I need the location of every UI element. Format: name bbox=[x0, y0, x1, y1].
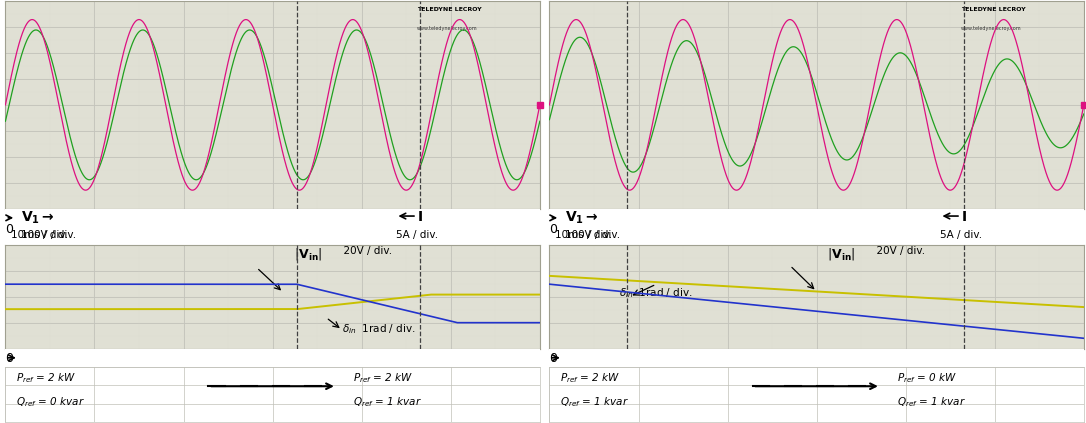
Text: 10ms / div.: 10ms / div. bbox=[11, 231, 68, 241]
Text: $Q_{ref}$ = 1 kvar: $Q_{ref}$ = 1 kvar bbox=[560, 396, 629, 409]
Text: 100V / div.: 100V / div. bbox=[566, 231, 620, 240]
Text: 0: 0 bbox=[5, 223, 13, 236]
Text: $|\mathbf{V_{in}}|$: $|\mathbf{V_{in}}|$ bbox=[828, 246, 856, 262]
Text: $Q_{ref}$ = 0 kvar: $Q_{ref}$ = 0 kvar bbox=[16, 396, 85, 409]
Text: 100V / div.: 100V / div. bbox=[22, 231, 77, 240]
Text: $\delta_{in}$  1rad / div.: $\delta_{in}$ 1rad / div. bbox=[619, 286, 693, 300]
Text: 10ms / div.: 10ms / div. bbox=[555, 231, 611, 241]
Text: $Q_{ref}$ = 1 kvar: $Q_{ref}$ = 1 kvar bbox=[353, 396, 421, 409]
Text: $Q_{ref}$ = 1 kvar: $Q_{ref}$ = 1 kvar bbox=[897, 396, 965, 409]
Text: $P_{ref}$ = 0 kW: $P_{ref}$ = 0 kW bbox=[897, 371, 957, 385]
Text: 5A / div.: 5A / div. bbox=[939, 231, 982, 240]
Text: 20V / div.: 20V / div. bbox=[870, 246, 925, 255]
Text: TELEDYNE LECROY: TELEDYNE LECROY bbox=[961, 7, 1025, 12]
Text: 0: 0 bbox=[550, 352, 557, 365]
Text: $\mathbf{I}$: $\mathbf{I}$ bbox=[417, 210, 422, 224]
Text: www.teledynelecroy.com: www.teledynelecroy.com bbox=[961, 26, 1022, 31]
Text: 0: 0 bbox=[5, 352, 13, 365]
Text: $\delta_{in}$  1rad / div.: $\delta_{in}$ 1rad / div. bbox=[342, 323, 416, 336]
Text: $P_{ref}$ = 2 kW: $P_{ref}$ = 2 kW bbox=[353, 371, 413, 385]
Text: $P_{ref}$ = 2 kW: $P_{ref}$ = 2 kW bbox=[16, 371, 76, 385]
Text: $\mathbf{I}$: $\mathbf{I}$ bbox=[961, 210, 967, 224]
Text: 20V / div.: 20V / div. bbox=[337, 246, 392, 255]
Text: www.teledynelecroy.com: www.teledynelecroy.com bbox=[417, 26, 478, 31]
Text: $P_{ref}$ = 2 kW: $P_{ref}$ = 2 kW bbox=[560, 371, 620, 385]
Text: $\mathbf{V_1}$$\mathbf{\rightarrow}$: $\mathbf{V_1}$$\mathbf{\rightarrow}$ bbox=[566, 210, 599, 226]
Text: TELEDYNE LECROY: TELEDYNE LECROY bbox=[417, 7, 482, 12]
Text: $\mathbf{V_1}$$\mathbf{\rightarrow}$: $\mathbf{V_1}$$\mathbf{\rightarrow}$ bbox=[22, 210, 55, 226]
Text: 0: 0 bbox=[550, 223, 557, 236]
Text: 5A / div.: 5A / div. bbox=[395, 231, 438, 240]
Text: $|\mathbf{V_{in}}|$: $|\mathbf{V_{in}}|$ bbox=[294, 246, 323, 262]
